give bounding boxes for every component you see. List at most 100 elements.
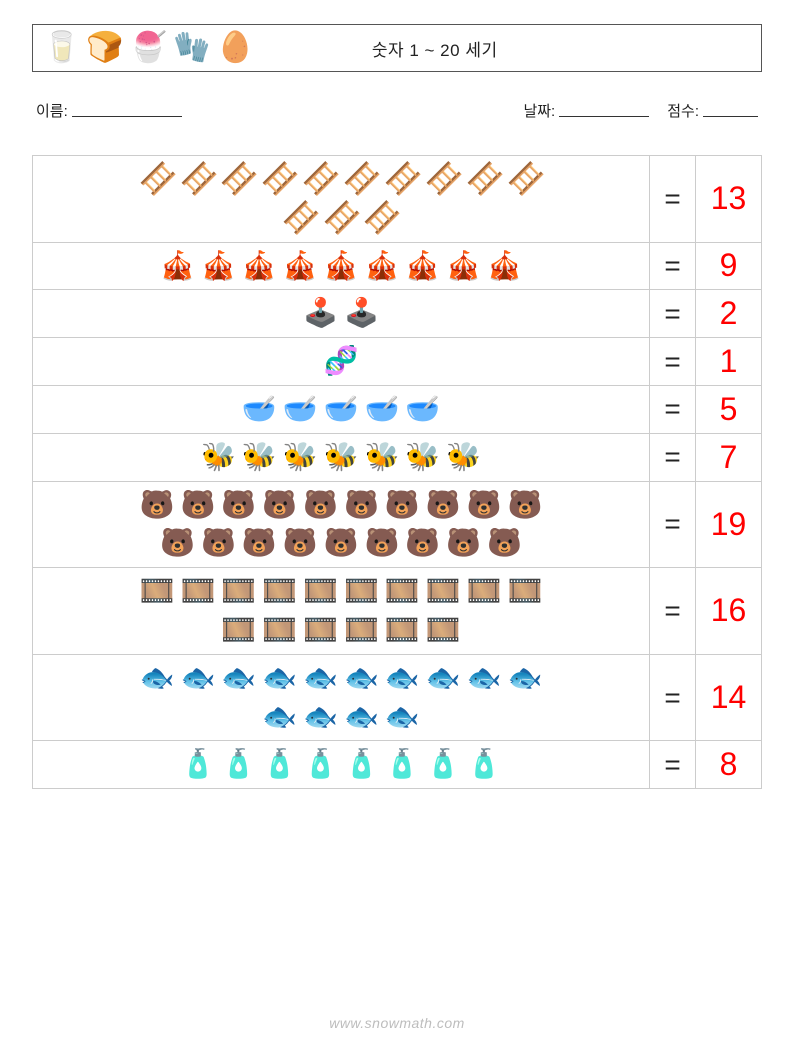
ladder-icon: 🪜: [502, 156, 548, 202]
bear-icon: 🐻: [201, 528, 236, 559]
bottle-icon: 🧴: [467, 749, 502, 780]
film-icon: 🎞️: [344, 615, 379, 646]
plunger-icon: 🕹️: [344, 298, 379, 329]
carousel-icon: 🎪: [324, 251, 359, 282]
bear-icon: 🐻: [405, 528, 440, 559]
carousel-icon: 🎪: [364, 251, 399, 282]
bowl-icon: 🥣: [242, 394, 277, 425]
count-cell: 🪜🪜🪜🪜🪜🪜🪜🪜🪜🪜🪜🪜🪜: [33, 156, 650, 243]
film-icon: 🎞️: [262, 576, 297, 607]
answer-cell: 2: [696, 290, 762, 338]
bee-icon: 🐝: [242, 442, 277, 473]
table-row: 🎞️🎞️🎞️🎞️🎞️🎞️🎞️🎞️🎞️🎞️🎞️🎞️🎞️🎞️🎞️🎞️=16: [33, 568, 762, 655]
carousel-icon: 🎪: [446, 251, 481, 282]
fish-icon: 🐟: [344, 663, 379, 694]
bear-icon: 🐻: [181, 490, 216, 521]
table-row: 🐻🐻🐻🐻🐻🐻🐻🐻🐻🐻🐻🐻🐻🐻🐻🐻🐻🐻🐻=19: [33, 481, 762, 568]
equals-cell: =: [650, 156, 696, 243]
fish-icon: 🐟: [303, 663, 338, 694]
date-blank[interactable]: [559, 103, 649, 117]
fish-icon: 🐟: [385, 702, 420, 733]
bottle-icon: 🧴: [262, 749, 297, 780]
table-row: 🥣🥣🥣🥣🥣=5: [33, 385, 762, 433]
film-icon: 🎞️: [508, 576, 543, 607]
count-cell: 🧴🧴🧴🧴🧴🧴🧴🧴: [33, 741, 650, 789]
count-cell: 🎞️🎞️🎞️🎞️🎞️🎞️🎞️🎞️🎞️🎞️🎞️🎞️🎞️🎞️🎞️🎞️: [33, 568, 650, 655]
table-row: 🐝🐝🐝🐝🐝🐝🐝=7: [33, 433, 762, 481]
equals-cell: =: [650, 481, 696, 568]
carousel-icon: 🎪: [160, 251, 195, 282]
fish-icon: 🐟: [262, 663, 297, 694]
page-title: 숫자 1 ~ 20 세기: [372, 36, 498, 61]
bowl-icon: 🥣: [364, 394, 399, 425]
name-label: 이름:: [36, 100, 68, 121]
film-icon: 🎞️: [303, 576, 338, 607]
bottle-icon: 🧴: [221, 749, 256, 780]
film-icon: 🎞️: [140, 576, 175, 607]
bear-icon: 🐻: [467, 490, 502, 521]
ladder-icon: 🪜: [379, 156, 425, 202]
bee-icon: 🐝: [364, 442, 399, 473]
fish-icon: 🐟: [344, 702, 379, 733]
title-icons: 🥛 🍞 🍧 🧤 🥚: [43, 33, 254, 63]
ladder-icon: 🪜: [256, 156, 302, 202]
title-bar: 🥛 🍞 🍧 🧤 🥚 숫자 1 ~ 20 세기: [32, 24, 762, 72]
ladder-icon: 🪜: [216, 156, 262, 202]
equals-cell: =: [650, 433, 696, 481]
answer-cell: 5: [696, 385, 762, 433]
fish-icon: 🐟: [385, 663, 420, 694]
bear-icon: 🐻: [324, 528, 359, 559]
plunger-icon: 🕹️: [303, 298, 338, 329]
carousel-icon: 🎪: [283, 251, 318, 282]
mixer-icon: 🍧: [130, 33, 167, 63]
worksheet-page: 🥛 🍞 🍧 🧤 🥚 숫자 1 ~ 20 세기 이름: 날짜: 점수: 🪜🪜🪜🪜🪜…: [0, 0, 794, 1053]
answer-cell: 14: [696, 654, 762, 741]
table-row: 🎪🎪🎪🎪🎪🎪🎪🎪🎪=9: [33, 242, 762, 290]
film-icon: 🎞️: [221, 576, 256, 607]
bear-icon: 🐻: [262, 490, 297, 521]
fish-icon: 🐟: [140, 663, 175, 694]
bear-icon: 🐻: [344, 490, 379, 521]
equals-cell: =: [650, 568, 696, 655]
film-icon: 🎞️: [303, 615, 338, 646]
table-row: 🧴🧴🧴🧴🧴🧴🧴🧴=8: [33, 741, 762, 789]
count-cell: 🐻🐻🐻🐻🐻🐻🐻🐻🐻🐻🐻🐻🐻🐻🐻🐻🐻🐻🐻: [33, 481, 650, 568]
counting-table: 🪜🪜🪜🪜🪜🪜🪜🪜🪜🪜🪜🪜🪜=13🎪🎪🎪🎪🎪🎪🎪🎪🎪=9🕹️🕹️=2🧬=1🥣🥣🥣🥣…: [32, 155, 762, 789]
ladder-icon: 🪜: [175, 156, 221, 202]
fish-icon: 🐟: [303, 702, 338, 733]
carousel-icon: 🎪: [242, 251, 277, 282]
count-cell: 🥣🥣🥣🥣🥣: [33, 385, 650, 433]
answer-cell: 16: [696, 568, 762, 655]
ladder-icon: 🪜: [297, 156, 343, 202]
bear-icon: 🐻: [426, 490, 461, 521]
bottle-icon: 🧴: [385, 749, 420, 780]
equals-cell: =: [650, 741, 696, 789]
film-icon: 🎞️: [467, 576, 502, 607]
fish-icon: 🐟: [467, 663, 502, 694]
carousel-icon: 🎪: [201, 251, 236, 282]
score-blank[interactable]: [703, 103, 758, 117]
table-row: 🧬=1: [33, 338, 762, 386]
meta-row: 이름: 날짜: 점수:: [32, 100, 762, 121]
name-blank[interactable]: [72, 103, 182, 117]
film-icon: 🎞️: [426, 576, 461, 607]
answer-cell: 9: [696, 242, 762, 290]
film-icon: 🎞️: [344, 576, 379, 607]
count-cell: 🧬: [33, 338, 650, 386]
fish-icon: 🐟: [262, 702, 297, 733]
film-icon: 🎞️: [426, 615, 461, 646]
bee-icon: 🐝: [283, 442, 318, 473]
bear-icon: 🐻: [508, 490, 543, 521]
answer-cell: 8: [696, 741, 762, 789]
ladder-icon: 🪜: [318, 195, 364, 241]
bear-icon: 🐻: [283, 528, 318, 559]
footer-url: www.snowmath.com: [0, 1015, 794, 1031]
answer-cell: 7: [696, 433, 762, 481]
bee-icon: 🐝: [405, 442, 440, 473]
bear-icon: 🐻: [446, 528, 481, 559]
carousel-icon: 🎪: [487, 251, 522, 282]
bottle-icon: 🧴: [426, 749, 461, 780]
answer-cell: 19: [696, 481, 762, 568]
bottle-icon: 🧴: [181, 749, 216, 780]
fish-icon: 🐟: [508, 663, 543, 694]
